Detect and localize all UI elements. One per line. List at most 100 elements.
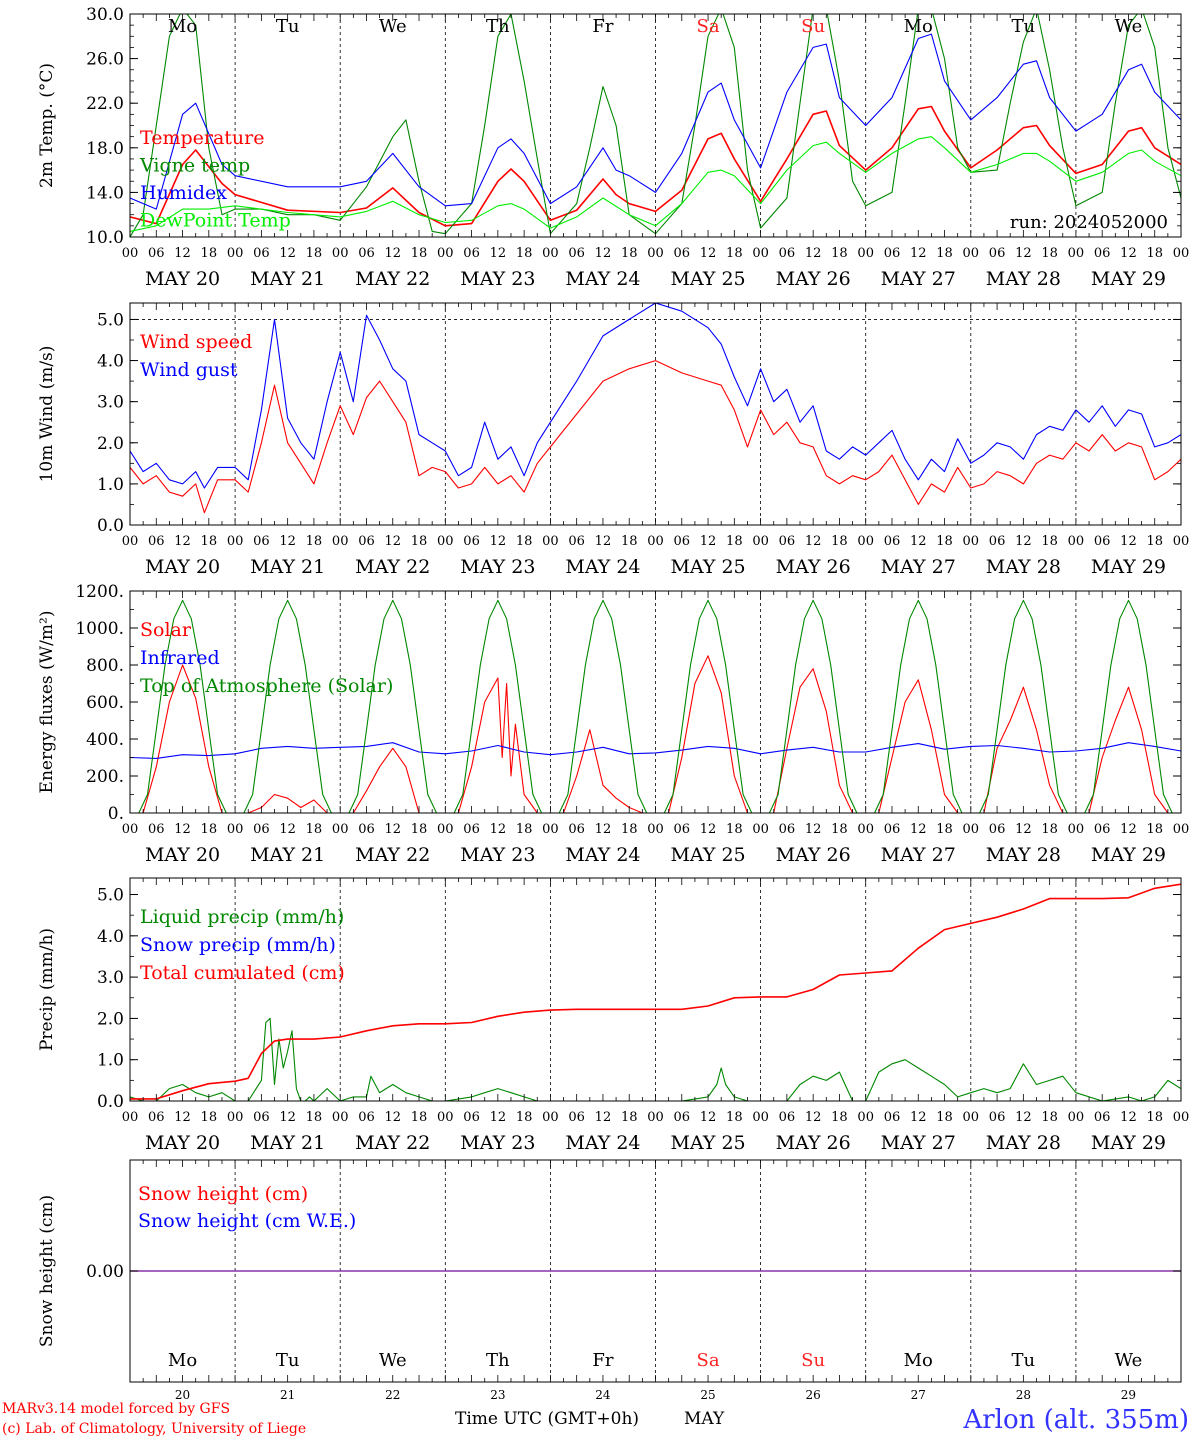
hour-tick-label: 18 (1146, 246, 1163, 261)
day-number-label: 28 (1016, 1388, 1031, 1402)
footer-model-credit: MARv3.14 model forced by GFS (2, 1401, 230, 1417)
day-label: MAY 28 (986, 844, 1061, 866)
hour-tick-label: 12 (174, 534, 191, 549)
hour-tick-label: 18 (411, 246, 428, 261)
hour-tick-label: 00 (437, 822, 454, 837)
hour-tick-label: 12 (490, 822, 507, 837)
hour-tick-label: 12 (1015, 534, 1032, 549)
hour-tick-label: 18 (411, 534, 428, 549)
weekday-label: Su (801, 1350, 825, 1371)
weekday-label: Tu (1012, 1350, 1036, 1371)
hour-tick-label: 06 (1094, 1110, 1111, 1125)
weekday-label: Sa (697, 16, 720, 37)
day-label: MAY 22 (355, 556, 430, 578)
hour-tick-label: 06 (1094, 822, 1111, 837)
hour-tick-label: 06 (568, 1110, 585, 1125)
hour-tick-label: 18 (936, 822, 953, 837)
day-label: MAY 29 (1091, 844, 1166, 866)
day-label: MAY 24 (565, 844, 640, 866)
hour-tick-label: 18 (1041, 822, 1058, 837)
hour-tick-label: 18 (201, 246, 218, 261)
y-tick-label: 2.0 (97, 434, 124, 454)
hour-tick-label: 00 (1173, 1110, 1190, 1125)
hour-tick-label: 06 (989, 1110, 1006, 1125)
hour-tick-label: 18 (516, 822, 533, 837)
day-label: MAY 27 (881, 1132, 956, 1154)
y-tick-label: 400. (86, 730, 124, 750)
hour-tick-label: 12 (595, 822, 612, 837)
hour-tick-label: 06 (884, 534, 901, 549)
day-label: MAY 27 (881, 556, 956, 578)
hour-tick-label: 00 (752, 534, 769, 549)
hour-tick-label: 12 (279, 1110, 296, 1125)
hour-tick-label: 18 (1146, 822, 1163, 837)
hour-tick-label: 06 (463, 822, 480, 837)
hour-tick-label: 12 (700, 246, 717, 261)
hour-tick-label: 18 (306, 534, 323, 549)
day-label: MAY 20 (145, 268, 220, 290)
x-axis-month: MAY (684, 1409, 725, 1429)
hour-tick-label: 12 (1120, 534, 1137, 549)
hour-tick-label: 00 (332, 534, 349, 549)
y-tick-label: 30.0 (86, 5, 124, 25)
weekday-label: Su (801, 16, 825, 37)
y-axis-label: Energy fluxes (W/m²) (37, 611, 57, 794)
y-axis-label: Precip (mm/h) (37, 928, 57, 1051)
hour-tick-label: 18 (516, 246, 533, 261)
hour-tick-label: 00 (122, 534, 139, 549)
hour-tick-label: 12 (910, 534, 927, 549)
series-line-humidex (130, 33, 1181, 210)
weekday-label: We (1115, 1350, 1143, 1371)
y-tick-label: 600. (86, 693, 124, 713)
hour-tick-label: 18 (726, 1110, 743, 1125)
day-number-label: 26 (806, 1388, 821, 1402)
day-number-label: 23 (490, 1388, 505, 1402)
hour-tick-label: 12 (910, 1110, 927, 1125)
series-line-wind-gust (130, 303, 1181, 489)
hour-tick-label: 06 (779, 246, 796, 261)
day-label: MAY 23 (460, 844, 535, 866)
y-tick-label: 4.0 (97, 927, 124, 947)
hour-tick-label: 00 (1173, 534, 1190, 549)
day-label: MAY 21 (250, 556, 325, 578)
weekday-label: We (379, 16, 407, 37)
hour-tick-label: 18 (411, 822, 428, 837)
hour-tick-label: 06 (1094, 246, 1111, 261)
day-number-label: 24 (595, 1388, 611, 1402)
weekday-label: We (1115, 16, 1143, 37)
hour-tick-label: 18 (201, 1110, 218, 1125)
y-tick-label: 0. (108, 804, 124, 824)
hour-tick-label: 00 (752, 246, 769, 261)
series-line-temperature (130, 105, 1181, 227)
hour-tick-label: 18 (306, 822, 323, 837)
legend-temperature: Temperature (140, 127, 264, 149)
day-label: MAY 24 (565, 556, 640, 578)
hour-tick-label: 18 (306, 1110, 323, 1125)
hour-tick-label: 00 (227, 246, 244, 261)
y-tick-label: 0.00 (86, 1262, 124, 1282)
legend-humidex: Humidex (140, 182, 227, 204)
weekday-label: Tu (1012, 16, 1036, 37)
hour-tick-label: 06 (674, 1110, 691, 1125)
hour-tick-label: 00 (857, 534, 874, 549)
hour-tick-label: 18 (621, 534, 638, 549)
hour-tick-label: 12 (595, 246, 612, 261)
hour-tick-label: 12 (490, 1110, 507, 1125)
y-tick-label: 3.0 (97, 393, 124, 413)
day-label: MAY 28 (986, 268, 1061, 290)
legend-dewpoint-temp: DewPoint Temp (140, 210, 291, 232)
weekday-label: Mo (904, 16, 933, 37)
hour-tick-label: 12 (1015, 822, 1032, 837)
hour-tick-label: 06 (148, 246, 165, 261)
hour-tick-label: 12 (700, 822, 717, 837)
day-label: MAY 28 (986, 556, 1061, 578)
hour-tick-label: 18 (936, 1110, 953, 1125)
legend-infrared: Infrared (140, 647, 220, 669)
hour-tick-label: 18 (726, 534, 743, 549)
y-tick-label: 14.0 (86, 183, 124, 203)
day-label: MAY 21 (250, 844, 325, 866)
legend-snow-height-cm-w-e: Snow height (cm W.E.) (138, 1210, 356, 1232)
hour-tick-label: 00 (227, 534, 244, 549)
day-label: MAY 26 (776, 844, 851, 866)
hour-tick-label: 12 (700, 534, 717, 549)
